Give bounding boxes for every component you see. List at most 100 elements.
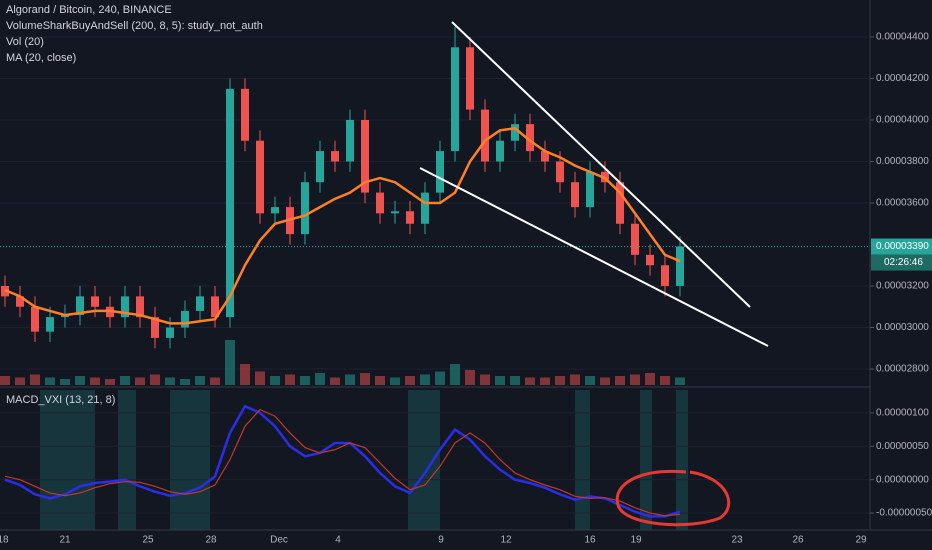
legend-entry: MA (20, close) (6, 52, 76, 64)
volume-bar (405, 376, 415, 385)
y-tick-label: -0.00000050 (876, 508, 932, 519)
volume-bar (180, 379, 190, 385)
shade (640, 390, 652, 530)
volume-bar (105, 379, 115, 385)
volume-bar (210, 377, 220, 385)
volume-bar (165, 377, 175, 385)
volume-bar (600, 377, 610, 385)
candle-body (436, 151, 444, 193)
volume-bar (120, 376, 130, 385)
countdown-label: 02:26:46 (884, 257, 923, 268)
x-tick-label: 18 (0, 535, 9, 546)
x-tick-label: 16 (584, 535, 596, 546)
volume-bar (135, 377, 145, 385)
candle-body (646, 254, 654, 266)
candle-body (331, 151, 339, 162)
volume-bar (270, 376, 280, 385)
x-tick-label: 26 (792, 535, 804, 546)
candle-body (121, 296, 129, 318)
trend-line (419, 167, 769, 347)
shade (40, 390, 95, 530)
candle-body (196, 296, 204, 311)
candle-body (676, 246, 684, 286)
volume-bar (585, 376, 595, 385)
candle-body (241, 88, 249, 141)
candle-body (526, 124, 534, 152)
y-tick-label: 0.00002800 (876, 364, 929, 375)
last-price-label: 0.00003390 (876, 241, 929, 252)
volume-bar (150, 374, 160, 385)
shade (118, 390, 136, 530)
volume-bar (45, 377, 55, 385)
volume-bar (315, 373, 325, 385)
legend-entry: VolumeSharkBuyAndSell (200, 8, 5): study… (6, 20, 263, 32)
volume-bar (225, 340, 235, 385)
volume-bar (60, 379, 70, 385)
volume-bar (390, 377, 400, 385)
candle-body (181, 310, 189, 328)
x-tick-label: 19 (630, 535, 642, 546)
candle-body (226, 88, 234, 318)
candle-body (151, 317, 159, 338)
candle-body (346, 119, 354, 162)
volume-bar (375, 376, 385, 385)
volume-bar (510, 376, 520, 385)
last-price-box (871, 238, 932, 255)
shade (676, 390, 688, 530)
candle-body (91, 296, 99, 307)
x-tick-label: 29 (855, 535, 867, 546)
candle-body (541, 151, 549, 162)
candle-body (631, 223, 639, 255)
candle-body (256, 140, 264, 214)
candle-body (76, 296, 84, 316)
volume-bar (240, 364, 250, 385)
countdown-box (871, 254, 932, 271)
candle-body (586, 171, 594, 208)
x-tick-label: 23 (731, 535, 743, 546)
y-tick-label: 0.00003000 (876, 322, 929, 333)
volume-bar (255, 371, 265, 385)
candle-body (166, 327, 174, 338)
shade (575, 390, 590, 530)
y-tick-label: 0.00004000 (876, 115, 929, 126)
candle-body (511, 124, 519, 141)
volume-bar (30, 374, 40, 385)
candle-body (136, 296, 144, 318)
x-tick-label: 9 (438, 535, 444, 546)
volume-bar (360, 373, 370, 385)
trend-line (451, 21, 751, 308)
candle-body (46, 317, 54, 332)
candle-body (406, 211, 414, 224)
chart-title: Algorand / Bitcoin, 240, BINANCE (6, 4, 172, 16)
macd-title: MACD_VXI (13, 21, 8) (6, 394, 115, 406)
y-tick-label: 0.00000000 (876, 474, 929, 485)
volume-bar (285, 374, 295, 385)
volume-bar (0, 376, 10, 385)
candle-body (466, 47, 474, 110)
volume-bar (540, 377, 550, 385)
volume-bar (480, 374, 490, 385)
volume-bar (615, 376, 625, 385)
ma-line (4, 126, 681, 325)
volume-bar (630, 374, 640, 385)
y-tick-label: 0.00000050 (876, 441, 929, 452)
candle-body (301, 182, 309, 235)
candle-body (271, 207, 279, 214)
volume-bar (660, 376, 670, 385)
volume-bar (450, 364, 460, 385)
y-tick-label: 0.00003200 (876, 281, 929, 292)
volume-bar (15, 377, 25, 385)
volume-bar (465, 370, 475, 385)
volume-bar (195, 376, 205, 385)
candle-body (496, 140, 504, 162)
y-tick-label: 0.00004400 (876, 32, 929, 43)
volume-bar (420, 374, 430, 385)
candle-body (451, 47, 459, 152)
candle-body (211, 296, 219, 318)
candle-body (661, 265, 669, 286)
candle-body (361, 119, 369, 193)
candle-body (421, 192, 429, 224)
volume-bar (675, 377, 685, 385)
candle-body (31, 306, 39, 332)
